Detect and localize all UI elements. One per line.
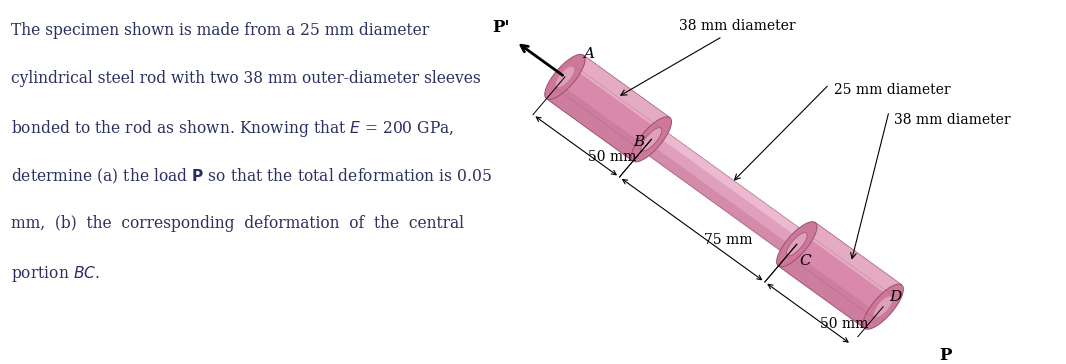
Polygon shape (547, 83, 646, 161)
Text: C: C (800, 254, 811, 268)
Text: The specimen shown is made from a 25 mm diameter: The specimen shown is made from a 25 mm … (12, 21, 430, 39)
Text: 38 mm diameter: 38 mm diameter (679, 19, 796, 33)
Polygon shape (778, 222, 902, 328)
Text: B: B (633, 135, 645, 149)
Text: portion $BC$.: portion $BC$. (12, 264, 100, 284)
Text: 38 mm diameter: 38 mm diameter (894, 113, 1011, 127)
Polygon shape (572, 55, 669, 130)
Polygon shape (547, 55, 669, 161)
Ellipse shape (641, 128, 662, 151)
Text: P': P' (492, 19, 511, 36)
Ellipse shape (863, 284, 903, 329)
Polygon shape (642, 143, 794, 256)
Ellipse shape (777, 222, 817, 267)
Text: P: P (939, 347, 951, 364)
Ellipse shape (545, 54, 585, 99)
Text: determine (a) the load $\mathbf{P}$ so that the total deformation is 0.05: determine (a) the load $\mathbf{P}$ so t… (12, 167, 492, 186)
Text: A: A (583, 47, 594, 61)
Text: 50 mm: 50 mm (588, 150, 636, 163)
Text: mm,  (b)  the  corresponding  deformation  of  the  central: mm, (b) the corresponding deformation of… (12, 215, 465, 232)
Text: cylindrical steel rod with two 38 mm outer-diameter sleeves: cylindrical steel rod with two 38 mm out… (12, 70, 481, 87)
Text: bonded to the rod as shown. Knowing that $E$ = 200 GPa,: bonded to the rod as shown. Knowing that… (12, 118, 454, 139)
Polygon shape (805, 222, 902, 297)
Ellipse shape (631, 117, 672, 162)
Ellipse shape (555, 67, 575, 87)
Polygon shape (642, 128, 806, 256)
Polygon shape (656, 128, 806, 240)
Text: 50 mm: 50 mm (820, 317, 869, 331)
Text: D: D (889, 290, 902, 304)
Text: 25 mm diameter: 25 mm diameter (835, 83, 951, 97)
Ellipse shape (787, 233, 807, 256)
Text: 75 mm: 75 mm (705, 233, 753, 247)
Polygon shape (778, 251, 877, 328)
Ellipse shape (874, 296, 892, 317)
